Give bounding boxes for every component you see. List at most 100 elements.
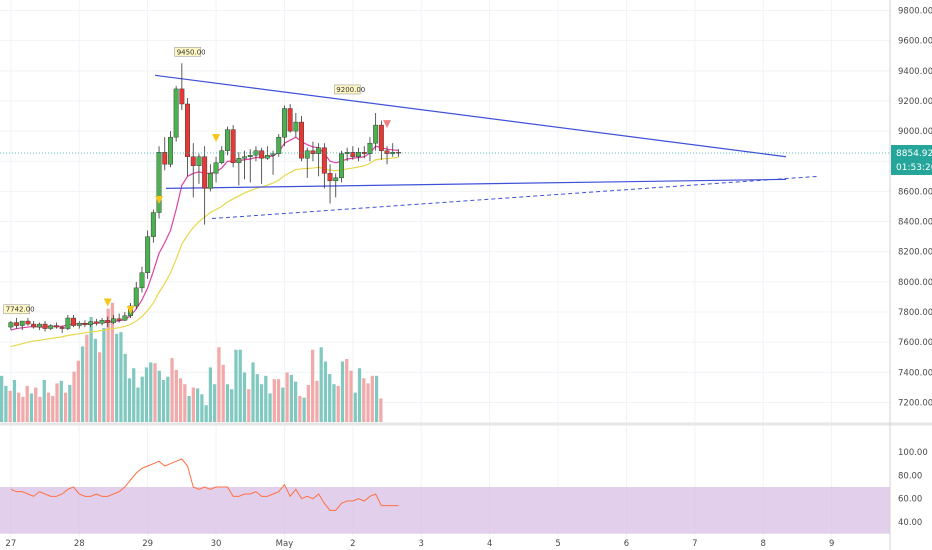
volume-bar bbox=[119, 332, 123, 422]
date-tick-label: 9 bbox=[829, 539, 834, 549]
volume-bar bbox=[12, 380, 17, 422]
candle-up bbox=[88, 321, 94, 326]
candle-down bbox=[162, 152, 168, 165]
rsi-tick-label: 40.00 bbox=[898, 518, 922, 528]
date-tick-label: 29 bbox=[142, 539, 153, 549]
candle-up bbox=[196, 156, 202, 166]
last-price-value: 8854.92 bbox=[896, 149, 932, 159]
candle-up bbox=[156, 152, 162, 213]
volume-bar bbox=[221, 364, 225, 422]
volume-bar bbox=[204, 405, 208, 422]
candle-down bbox=[82, 323, 88, 326]
candle-up bbox=[224, 129, 230, 151]
price-marker-text: 9200.00 bbox=[336, 86, 365, 94]
volume-bar bbox=[89, 317, 93, 422]
volume-bar bbox=[328, 374, 332, 422]
volume-bar bbox=[21, 396, 25, 422]
volume-bar bbox=[4, 385, 8, 422]
date-tick-label: 4 bbox=[487, 539, 492, 549]
candle-down bbox=[384, 150, 390, 154]
volume-bar bbox=[302, 397, 306, 422]
volume-bar bbox=[345, 359, 349, 422]
last-price-tag-bg bbox=[891, 144, 932, 175]
candle-up bbox=[316, 147, 322, 154]
volume-bars bbox=[0, 302, 383, 422]
volume-bar bbox=[349, 370, 353, 422]
candle-up bbox=[150, 212, 156, 237]
rsi-line bbox=[10, 458, 399, 511]
candle-down bbox=[378, 124, 384, 151]
volume-bar bbox=[93, 338, 97, 422]
volume-bar bbox=[46, 392, 51, 422]
price-tick-label: 8200.00 bbox=[898, 248, 932, 258]
volume-bar bbox=[17, 392, 21, 422]
volume-bar bbox=[59, 380, 63, 422]
candle-up bbox=[339, 153, 344, 179]
price-tick-label: 9800.00 bbox=[898, 7, 932, 17]
candle-up bbox=[356, 152, 361, 157]
candle-up bbox=[270, 153, 276, 156]
volume-bar bbox=[289, 374, 293, 422]
volume-bar bbox=[136, 387, 140, 422]
candle-up bbox=[282, 108, 287, 138]
volume-bar bbox=[110, 302, 115, 422]
volume-bar bbox=[166, 376, 170, 422]
candle-down bbox=[14, 322, 20, 326]
volume-bar bbox=[123, 353, 127, 422]
date-axis[interactable]: 27 28 29 30 May 2 3 4 5 6 7 8 9 bbox=[5, 539, 834, 549]
volume-bar bbox=[353, 392, 357, 422]
candle-up bbox=[333, 177, 339, 182]
candle-down bbox=[59, 326, 65, 329]
volume-bar bbox=[230, 389, 234, 422]
last-price-countdown: 01:53:20 bbox=[896, 163, 932, 173]
candle-up bbox=[122, 315, 128, 321]
price-tick-label: 8600.00 bbox=[898, 187, 932, 197]
candle-up bbox=[99, 320, 105, 324]
rsi-axis[interactable]: 40.00 60.00 80.00 100.00 bbox=[898, 448, 928, 528]
date-tick-label: 3 bbox=[419, 539, 424, 549]
volume-bar bbox=[85, 334, 89, 422]
candle-down bbox=[116, 318, 122, 321]
candle-up bbox=[213, 162, 219, 174]
volume-bar bbox=[68, 385, 72, 422]
price-marker-box bbox=[3, 304, 30, 315]
volume-bar bbox=[208, 367, 213, 422]
volume-bar bbox=[200, 394, 204, 422]
date-tick-label: 27 bbox=[5, 539, 16, 549]
price-tick-label: 9000.00 bbox=[898, 127, 932, 137]
candle-down bbox=[230, 129, 236, 163]
candles bbox=[0, 63, 890, 334]
candle-down bbox=[54, 325, 59, 328]
volume-bar bbox=[298, 395, 302, 422]
volume-bar bbox=[149, 362, 153, 422]
volume-bar bbox=[8, 390, 12, 422]
volume-bar bbox=[170, 358, 174, 422]
candle-up bbox=[264, 155, 270, 159]
candle-up bbox=[390, 152, 396, 154]
price-tick-label: 9400.00 bbox=[898, 67, 932, 77]
signal-triangle-yellow bbox=[155, 195, 164, 204]
date-tick-label: 2 bbox=[350, 539, 355, 549]
candle-down bbox=[105, 320, 111, 323]
signal-triangle-yellow bbox=[103, 298, 112, 307]
candle-up bbox=[76, 323, 82, 326]
volume-bar bbox=[34, 387, 38, 422]
volume-bar bbox=[225, 384, 230, 422]
price-tick-label: 7200.00 bbox=[898, 398, 932, 408]
volume-bar bbox=[144, 367, 149, 422]
volume-bar bbox=[51, 395, 55, 422]
volume-bar bbox=[247, 389, 251, 422]
volume-bar bbox=[63, 392, 68, 422]
volume-bar bbox=[191, 387, 195, 422]
candle-down bbox=[71, 317, 77, 326]
volume-bar bbox=[370, 375, 374, 422]
trendlines[interactable] bbox=[154, 74, 819, 220]
volume-bar bbox=[319, 347, 323, 422]
volume-bar bbox=[153, 363, 157, 422]
grid bbox=[0, 0, 890, 542]
candle-up bbox=[367, 142, 373, 154]
support-trendline bbox=[165, 178, 787, 189]
volume-bar bbox=[276, 379, 281, 422]
